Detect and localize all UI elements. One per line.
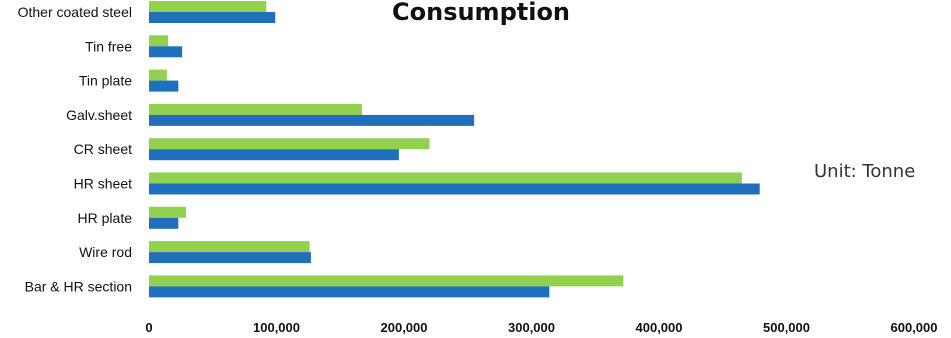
bar-hr-plate-series-2 (149, 217, 179, 229)
bar-tin-plate-series-1 (149, 69, 167, 81)
x-tick-label: 200,000 (381, 320, 428, 335)
bar-bar-hr-section-series-2 (149, 286, 550, 298)
category-label-galv-sheet: Galv.sheet (66, 107, 132, 123)
bars (149, 1, 760, 298)
category-label-hr-plate: HR plate (78, 210, 133, 226)
bar-galv-sheet-series-1 (149, 103, 362, 115)
x-tick-label: 300,000 (508, 320, 555, 335)
category-label-other-coated-steel: Other coated steel (18, 4, 132, 20)
category-label-tin-free: Tin free (85, 38, 132, 54)
bar-tin-plate-series-2 (149, 80, 179, 92)
x-tick-label: 100,000 (253, 320, 300, 335)
x-tick-label: 0 (145, 320, 152, 335)
bar-other-coated-steel-series-2 (149, 12, 276, 23)
category-label-hr-sheet: HR sheet (74, 176, 132, 192)
category-label-bar-hr-section: Bar & HR section (25, 278, 132, 294)
bar-cr-sheet-series-1 (149, 138, 430, 150)
chart-title: Consumption (392, 0, 571, 26)
bar-wire-rod-series-1 (149, 241, 310, 253)
bar-hr-sheet-series-2 (149, 183, 760, 195)
bar-wire-rod-series-2 (149, 252, 311, 264)
category-label-tin-plate: Tin plate (79, 73, 132, 89)
x-tick-label: 600,000 (891, 320, 938, 335)
bar-galv-sheet-series-2 (149, 114, 475, 126)
bar-hr-sheet-series-1 (149, 172, 742, 184)
x-tick-label: 500,000 (763, 320, 810, 335)
unit-annotation: Unit: Tonne (814, 161, 916, 182)
bar-bar-hr-section-series-1 (149, 275, 624, 287)
bar-hr-plate-series-1 (149, 206, 186, 218)
bar-other-coated-steel-series-1 (149, 1, 267, 12)
bar-tin-free-series-1 (149, 35, 169, 47)
bar-cr-sheet-series-2 (149, 149, 399, 161)
x-axis: 0 100,000 200,000 300,000 400,000 500,000 600,… (145, 320, 937, 335)
category-label-wire-rod: Wire rod (79, 244, 132, 260)
category-label-cr-sheet: CR sheet (74, 141, 132, 157)
x-tick-label: 400,000 (636, 320, 683, 335)
bar-tin-free-series-2 (149, 46, 183, 58)
category-labels: Other coated steel Tin free Tin plate Galv.… (18, 4, 133, 294)
